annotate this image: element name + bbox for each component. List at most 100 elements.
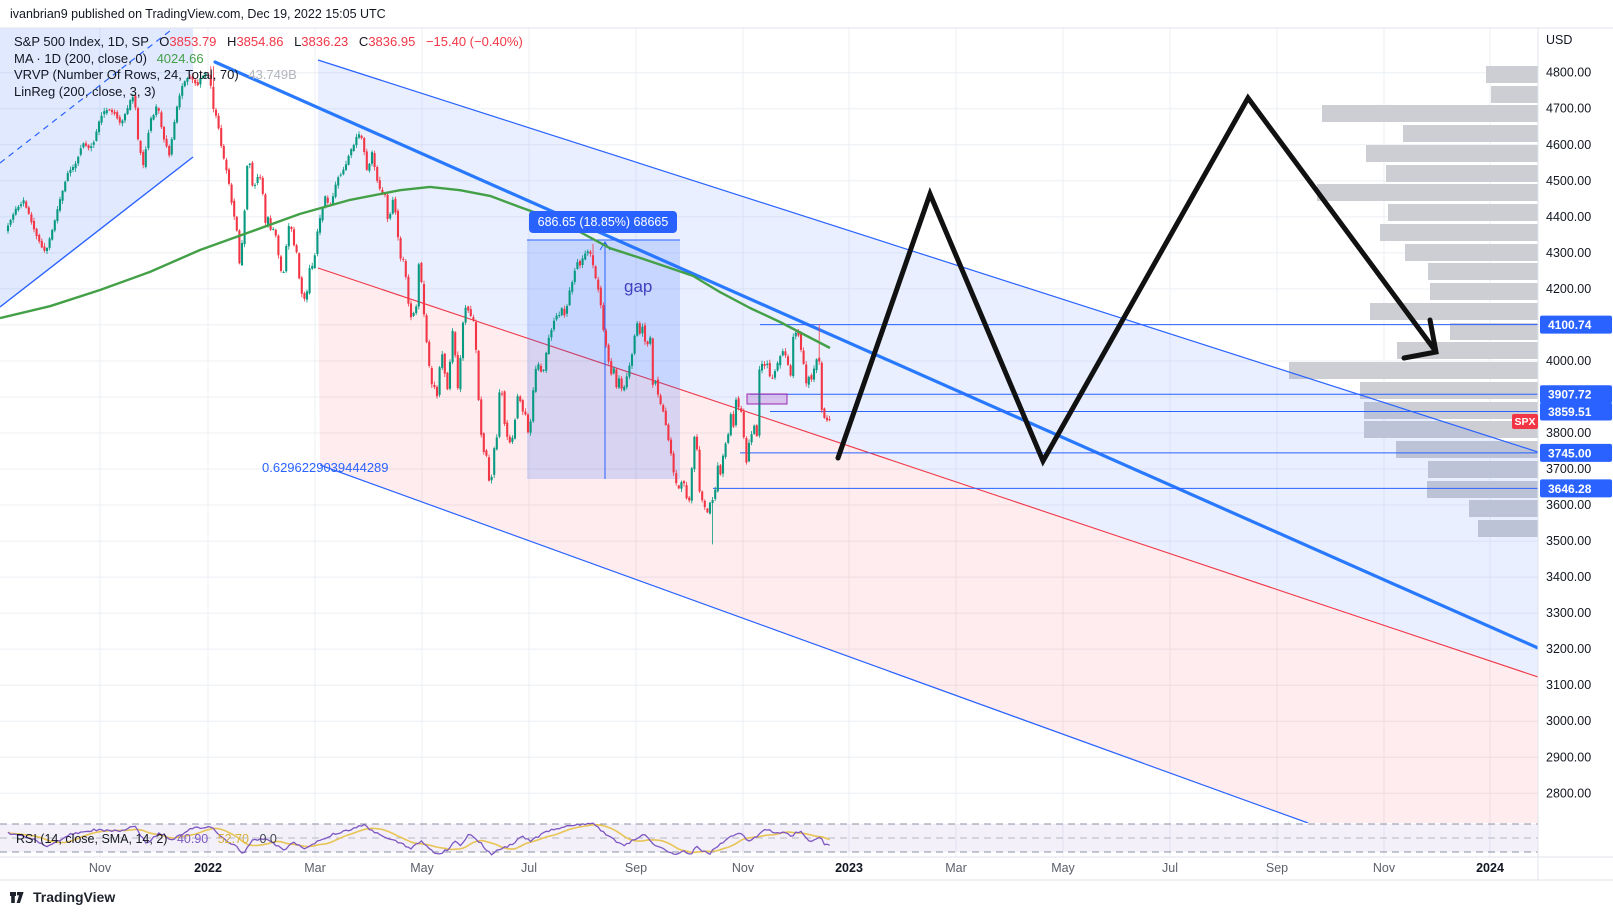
ohlc-high-key: H (227, 34, 237, 49)
rsi-pane[interactable] (0, 822, 1538, 856)
price-level-axis-text: 4100.74 (1548, 318, 1592, 332)
time-tick-label: Jul (521, 861, 537, 875)
publish-info: ivanbrian9 published on TradingView.com,… (10, 7, 386, 21)
price-tick-label: 3400.00 (1546, 570, 1591, 584)
symbol-price-badge: SPX (1512, 414, 1538, 429)
time-tick-label: Nov (89, 861, 112, 875)
change-value: −15.40 (−0.40%) (425, 34, 523, 49)
symbol-title[interactable]: S&P 500 Index, 1D, SP (14, 34, 149, 49)
rsi-band-values: 0 0 (259, 832, 277, 846)
price-tick-label: 4400.00 (1546, 210, 1591, 224)
time-tick-label: 2022 (194, 861, 222, 875)
ohlc-low-key: L (294, 34, 302, 49)
price-level-axis-label[interactable] (1540, 443, 1612, 462)
time-tick-label: May (410, 861, 434, 875)
volume-profile-bar (1428, 263, 1538, 280)
volume-profile-bar (1486, 66, 1538, 83)
price-range-tool[interactable] (527, 239, 680, 479)
ohlc-close-value: 3836.95 (368, 34, 416, 49)
rsi-legend[interactable]: RSI (14, close, SMA, 14, 2) 40.90 52.70 … (16, 832, 277, 846)
ohlc-open-key: O (159, 34, 170, 49)
currency-axis-label: USD (1546, 33, 1573, 47)
price-tick-label: 3100.00 (1546, 678, 1591, 692)
rsi-value: 40.90 (176, 832, 209, 846)
time-tick-label: Sep (625, 861, 647, 875)
gap-annotation[interactable]: gap (624, 277, 653, 296)
vrvp-value: 43.749B (248, 67, 297, 82)
price-tick-label: 3300.00 (1546, 606, 1591, 620)
legend-vrvp-row[interactable]: VRVP (Number Of Rows, 24, Total, 70) 43.… (14, 67, 523, 84)
price-axis[interactable]: 4800.00 4700.00 4600.00 4500.00 4400.00 4300.… (1540, 66, 1612, 801)
legend-linreg-row[interactable]: LinReg (200, close, 3, 3) (14, 84, 523, 101)
volume-profile-bar (1364, 402, 1538, 419)
price-tick-label: 4600.00 (1546, 138, 1591, 152)
price-tick-label: 3500.00 (1546, 534, 1591, 548)
volume-profile-bar (1380, 224, 1538, 241)
price-level-axis-text: 3907.72 (1548, 388, 1592, 402)
price-tick-label: 4300.00 (1546, 246, 1591, 260)
ohlc-close-key: C (358, 34, 369, 49)
volume-profile-bar (1289, 362, 1538, 379)
price-tick-label: 2800.00 (1546, 786, 1591, 800)
rsi-title[interactable]: RSI (14, close, SMA, 14, 2) (16, 832, 168, 846)
price-tick-label: 3800.00 (1546, 426, 1591, 440)
time-tick-label: May (1051, 861, 1075, 875)
volume-profile-bar (1360, 382, 1538, 399)
volume-profile-bar (1388, 204, 1538, 221)
channel-drawings[interactable] (0, 13, 1538, 823)
tradingview-logo-icon (10, 891, 24, 903)
time-tick-label: Nov (732, 861, 755, 875)
volume-profile-bar (1450, 323, 1538, 340)
linreg-title[interactable]: LinReg (200, close, 3, 3) (14, 83, 156, 99)
volume-profile-bar (1370, 303, 1538, 320)
price-range-measure-label[interactable]: 686.65 (18.85%) 68665 (529, 211, 677, 233)
indicator-legend: S&P 500 Index, 1D, SP O3853.79 H3854.86 … (14, 34, 523, 100)
ma-title[interactable]: MA · 1D (200, close, 0) (14, 50, 147, 66)
price-level-axis-label[interactable] (1540, 402, 1612, 421)
time-tick-label: Jul (1162, 861, 1178, 875)
price-tick-label: 3600.00 (1546, 498, 1591, 512)
zigzag-arrow[interactable] (835, 93, 1439, 467)
price-tick-label: 4000.00 (1546, 354, 1591, 368)
volume-profile-bar (1469, 500, 1538, 517)
time-tick-label: Mar (304, 861, 326, 875)
price-tick-label: 4500.00 (1546, 174, 1591, 188)
ohlc-low-value: 3836.23 (301, 34, 349, 49)
rsi-sma-value: 52.70 (217, 832, 249, 846)
price-level-axis-label[interactable] (1540, 479, 1612, 498)
price-level-axis-label[interactable] (1540, 385, 1612, 404)
vrvp-title[interactable]: VRVP (Number Of Rows, 24, Total, 70) (14, 67, 239, 82)
volume-profile-bar (1364, 421, 1538, 438)
price-level-axis-label[interactable] (1540, 315, 1612, 334)
legend-symbol-row[interactable]: S&P 500 Index, 1D, SP O3853.79 H3854.86 … (14, 34, 523, 51)
brand-name: TradingView (33, 889, 116, 905)
price-tick-label: 4800.00 (1546, 66, 1591, 80)
volume-profile-bar (1405, 244, 1538, 261)
time-axis[interactable]: Nov 2022 Mar May Jul Sep Nov 2023 Mar May Jul Sep No… (89, 861, 1504, 875)
time-tick-label: 2023 (835, 861, 863, 875)
price-tick-label: 4700.00 (1546, 102, 1591, 116)
frame (0, 27, 1613, 881)
price-tick-label: 3700.00 (1546, 462, 1591, 476)
price-level-axis-text: 3745.00 (1548, 446, 1592, 460)
price-level-axis-text: 3859.51 (1548, 405, 1592, 419)
volume-profile-bar (1366, 145, 1538, 162)
time-tick-label: Sep (1266, 861, 1288, 875)
time-tick-label: 2024 (1476, 861, 1504, 875)
legend-ma-row[interactable]: MA · 1D (200, close, 0) 4024.66 (14, 51, 523, 68)
ma-200-line (0, 185, 831, 350)
tradingview-brand[interactable]: TradingView (10, 889, 115, 905)
gap-highlight-box[interactable] (746, 393, 788, 405)
volume-profile-bar (1430, 283, 1538, 300)
ma-value: 4024.66 (156, 50, 204, 66)
ratio-annotation[interactable]: 0.6296229039444289 (262, 460, 389, 475)
price-levels[interactable] (713, 324, 1538, 489)
volume-profile-bar (1427, 481, 1538, 498)
volume-profile-bar (1386, 165, 1538, 182)
time-tick-label: Mar (945, 861, 967, 875)
volume-profile-bar (1403, 125, 1538, 142)
volume-profile-bar (1322, 105, 1538, 122)
ohlc-high-value: 3854.86 (236, 34, 284, 49)
